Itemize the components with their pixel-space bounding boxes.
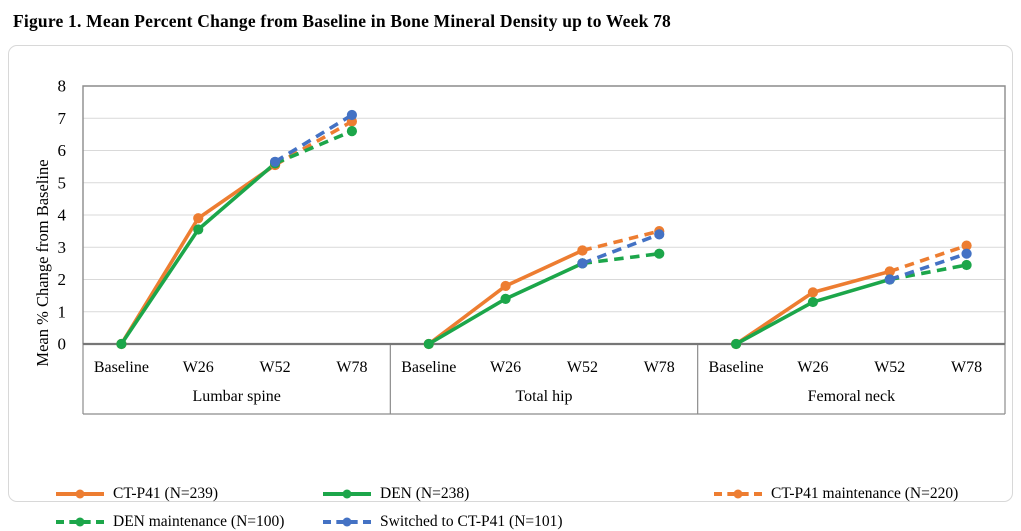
series-line-3	[274, 129, 353, 166]
series-line-2	[889, 243, 968, 274]
y-tick-label: 2	[58, 270, 67, 289]
legend-label: DEN (N=238)	[380, 485, 470, 502]
x-tick-label: Baseline	[401, 359, 456, 376]
series-line-2	[581, 229, 660, 253]
x-tick-label: W26	[490, 359, 521, 376]
series-marker-3	[654, 248, 665, 259]
legend-marker-icon	[733, 489, 743, 499]
series-line-3	[582, 251, 660, 266]
series-marker-2	[577, 245, 588, 256]
series-marker-2	[961, 240, 972, 251]
series-line-1	[119, 162, 277, 346]
series-marker-3	[346, 126, 358, 137]
series-marker-4	[577, 258, 588, 269]
y-tick-label: 4	[58, 206, 67, 225]
x-group-label: Lumbar spine	[192, 388, 280, 405]
x-tick-label: W78	[336, 359, 367, 376]
x-group-label: Femoral neck	[808, 388, 896, 405]
y-tick-label: 5	[58, 173, 67, 192]
x-tick-label: Baseline	[709, 359, 764, 376]
legend-label: CT-P41 maintenance (N=220)	[771, 485, 959, 502]
series-marker-4	[346, 109, 358, 121]
legend-label: DEN maintenance (N=100)	[113, 513, 285, 530]
y-tick-label: 8	[58, 77, 67, 96]
legend-label: Switched to CT-P41 (N=101)	[380, 513, 563, 530]
series-marker-4	[654, 229, 665, 240]
legend-item-switched: Switched to CT-P41 (N=101)	[323, 513, 563, 531]
x-tick-label: W52	[260, 359, 291, 376]
series-line-2	[274, 119, 353, 167]
legend-marker-icon	[75, 489, 85, 499]
x-tick-label: W78	[951, 359, 982, 376]
x-tick-label: Baseline	[94, 359, 149, 376]
x-group-label: Total hip	[515, 388, 572, 405]
y-tick-label: 3	[58, 238, 67, 257]
legend-line-sample	[323, 489, 371, 499]
series-line-4	[274, 113, 353, 164]
x-tick-label: W78	[644, 359, 675, 376]
legend-line-sample	[56, 517, 104, 527]
y-tick-label: 1	[58, 302, 67, 321]
series-marker-1	[500, 293, 511, 304]
series-marker-2	[884, 266, 895, 277]
series-line-4	[581, 232, 660, 266]
chart-area: Mean % Change from Baseline CT-P41 (N=23…	[8, 45, 1013, 530]
y-tick-label: 7	[58, 109, 67, 128]
legend-line-sample	[56, 489, 104, 499]
plot-border	[82, 85, 1006, 344]
series-marker-1	[807, 296, 819, 308]
legend-label: CT-P41 (N=239)	[113, 485, 219, 502]
series-line-0	[119, 163, 277, 345]
legend-line-sample	[714, 489, 762, 499]
legend-item-ctp41-maintenance: CT-P41 maintenance (N=220)	[714, 485, 958, 503]
legend-marker-icon	[342, 489, 352, 499]
series-marker-0	[193, 213, 204, 224]
x-tick-label: W52	[567, 359, 598, 376]
y-tick-label: 0	[58, 335, 67, 354]
y-tick-label: 6	[58, 141, 67, 160]
legend-item-den: DEN (N=238)	[323, 485, 469, 503]
bmd-line-chart: 0 1 2 3 4 5 6 7 8 Baseline W26 W52 W78 Lumbar spine Ba…	[58, 77, 1006, 415]
series-marker-3	[961, 259, 972, 271]
legend-item-den-maintenance: DEN maintenance (N=100)	[56, 513, 284, 531]
series-marker-1	[116, 338, 127, 350]
series-marker-1	[193, 224, 204, 235]
series-marker-4	[961, 248, 972, 259]
figure-title: Figure 1. Mean Percent Change from Basel…	[13, 11, 671, 31]
series-marker-0	[807, 287, 819, 298]
series-marker-1	[423, 338, 434, 350]
legend-line-sample	[323, 517, 371, 527]
series-line-4	[889, 251, 968, 282]
series-marker-0	[500, 280, 511, 292]
series-marker-4	[884, 274, 895, 285]
legend-marker-icon	[342, 517, 352, 527]
legend-marker-icon	[75, 517, 85, 527]
x-tick-label: W26	[797, 359, 828, 376]
series-marker-1	[730, 338, 742, 350]
series-line-3	[889, 263, 967, 282]
series-marker-4	[269, 156, 281, 167]
x-tick-label: W52	[874, 359, 905, 376]
x-tick-label: W26	[183, 359, 214, 376]
legend-item-ctp41: CT-P41 (N=239)	[56, 485, 218, 503]
